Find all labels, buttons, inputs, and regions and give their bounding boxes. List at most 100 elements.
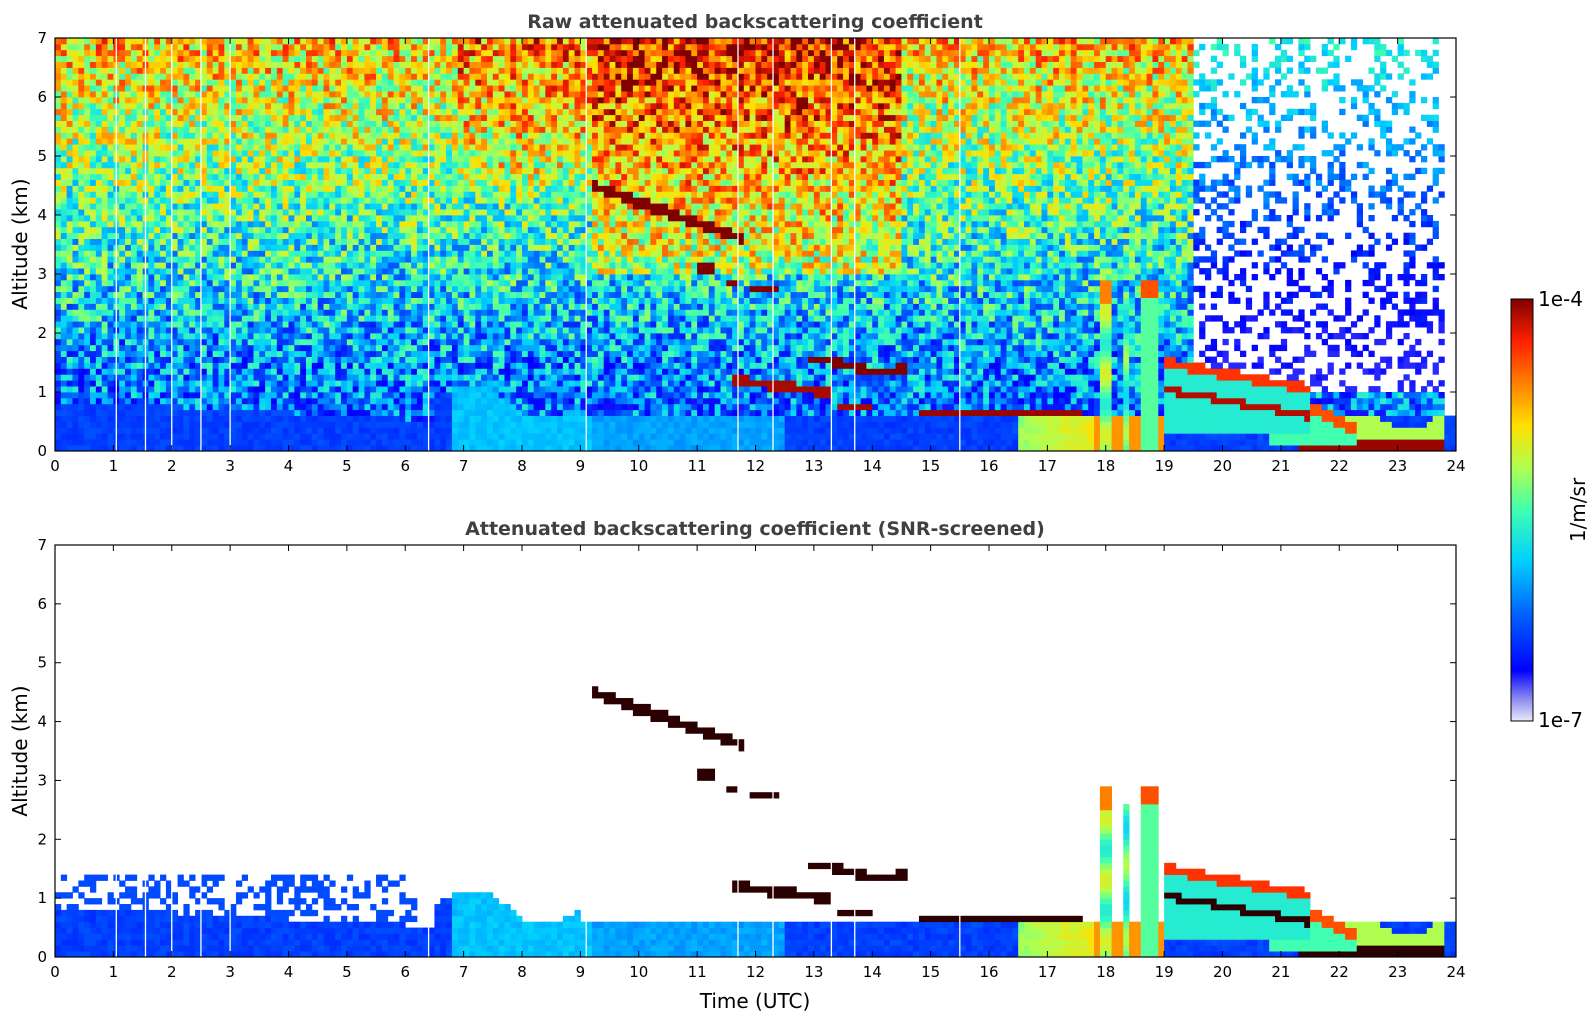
heatmap-cell bbox=[200, 297, 208, 304]
heatmap-cell bbox=[154, 397, 161, 405]
heatmap-cell bbox=[84, 209, 91, 216]
heatmap-cell bbox=[160, 309, 167, 316]
heatmap-cell bbox=[78, 250, 85, 257]
heatmap-cell bbox=[101, 91, 108, 98]
heatmap-cell bbox=[241, 256, 249, 263]
heatmap-cell bbox=[370, 215, 377, 222]
heatmap-cell bbox=[101, 215, 108, 222]
heatmap-cell bbox=[341, 368, 348, 375]
heatmap-cell bbox=[387, 327, 394, 334]
heatmap-cell bbox=[247, 185, 254, 192]
heatmap-cell bbox=[341, 421, 348, 428]
heatmap-cell bbox=[160, 203, 167, 210]
heatmap-cell bbox=[393, 91, 400, 98]
heatmap-cell bbox=[341, 67, 348, 74]
heatmap-cell bbox=[259, 309, 266, 316]
heatmap-cell bbox=[95, 427, 103, 434]
heatmap-cell bbox=[247, 362, 254, 369]
heatmap-cell bbox=[165, 445, 173, 451]
heatmap-cell bbox=[446, 333, 453, 340]
heatmap-cell bbox=[200, 309, 208, 316]
heatmap-cell bbox=[469, 362, 476, 369]
heatmap-cell bbox=[206, 338, 214, 346]
heatmap-cell bbox=[90, 85, 97, 92]
heatmap-cell bbox=[253, 85, 260, 92]
heatmap-cell bbox=[72, 392, 79, 399]
heatmap-cell bbox=[148, 403, 155, 411]
heatmap-cell bbox=[440, 244, 447, 251]
heatmap-cell bbox=[428, 279, 435, 287]
heatmap-cell bbox=[428, 191, 435, 198]
heatmap-cell bbox=[370, 338, 377, 346]
heatmap-cell bbox=[189, 120, 196, 127]
heatmap-cell bbox=[235, 226, 243, 234]
heatmap-cell bbox=[405, 285, 412, 293]
heatmap-cell bbox=[119, 215, 126, 222]
heatmap-cell bbox=[189, 102, 196, 110]
heatmap-cell bbox=[189, 38, 196, 45]
heatmap-cell bbox=[90, 321, 97, 328]
heatmap-cell bbox=[335, 226, 342, 234]
heatmap-cell bbox=[165, 132, 173, 139]
heatmap-cell bbox=[177, 238, 184, 245]
heatmap-cell bbox=[265, 226, 272, 234]
heatmap-cell bbox=[352, 185, 359, 192]
heatmap-cell bbox=[72, 197, 79, 204]
heatmap-cell bbox=[247, 268, 254, 275]
heatmap-cell bbox=[90, 185, 97, 192]
heatmap-cell bbox=[469, 392, 476, 399]
heatmap-cell bbox=[300, 350, 307, 357]
heatmap-cell bbox=[434, 173, 441, 180]
heatmap-cell bbox=[241, 179, 249, 186]
heatmap-cell bbox=[195, 220, 202, 228]
heatmap-cell bbox=[224, 244, 231, 251]
heatmap-cell bbox=[276, 238, 284, 245]
heatmap-cell bbox=[440, 386, 447, 393]
heatmap-cell bbox=[265, 244, 272, 251]
heatmap-cell bbox=[218, 350, 225, 357]
heatmap-cell bbox=[282, 132, 289, 139]
heatmap-cell bbox=[66, 132, 73, 139]
heatmap-cell bbox=[60, 144, 68, 151]
heatmap-cell bbox=[288, 85, 295, 92]
heatmap-cell bbox=[405, 191, 412, 198]
heatmap-cell bbox=[265, 179, 272, 186]
heatmap-cell bbox=[451, 445, 459, 451]
heatmap-cell bbox=[364, 161, 371, 169]
heatmap-cell bbox=[195, 356, 202, 363]
heatmap-cell bbox=[352, 362, 359, 369]
heatmap-cell bbox=[282, 161, 289, 169]
heatmap-cell bbox=[130, 368, 138, 375]
heatmap-cell bbox=[323, 333, 330, 340]
heatmap-cell bbox=[399, 297, 406, 304]
heatmap-cell bbox=[72, 356, 79, 363]
heatmap-cell bbox=[136, 191, 143, 198]
heatmap-cell bbox=[428, 397, 435, 405]
heatmap-cell bbox=[241, 97, 249, 104]
heatmap-cell bbox=[125, 120, 132, 127]
heatmap-cell bbox=[341, 85, 348, 92]
heatmap-cell bbox=[165, 403, 173, 411]
heatmap-cell bbox=[381, 161, 389, 169]
heatmap-cell bbox=[346, 173, 354, 180]
heatmap-cell bbox=[311, 315, 319, 322]
heatmap-cell bbox=[107, 197, 114, 204]
heatmap-cell bbox=[440, 215, 447, 222]
heatmap-cell bbox=[78, 120, 85, 127]
heatmap-cell bbox=[341, 79, 348, 86]
heatmap-cell bbox=[282, 144, 289, 151]
heatmap-cell bbox=[212, 250, 219, 257]
heatmap-cell bbox=[241, 397, 249, 405]
heatmap-cell bbox=[130, 256, 138, 263]
heatmap-cell bbox=[90, 108, 97, 116]
heatmap-cell bbox=[329, 97, 336, 104]
heatmap-cell bbox=[358, 445, 365, 451]
heatmap-cell bbox=[335, 250, 342, 257]
heatmap-cell bbox=[66, 315, 73, 322]
heatmap-cell bbox=[171, 73, 178, 80]
heatmap-cell bbox=[200, 350, 208, 357]
heatmap-cell bbox=[241, 91, 249, 98]
heatmap-cell bbox=[393, 356, 400, 363]
heatmap-cell bbox=[84, 55, 91, 62]
heatmap-cell bbox=[224, 279, 231, 287]
